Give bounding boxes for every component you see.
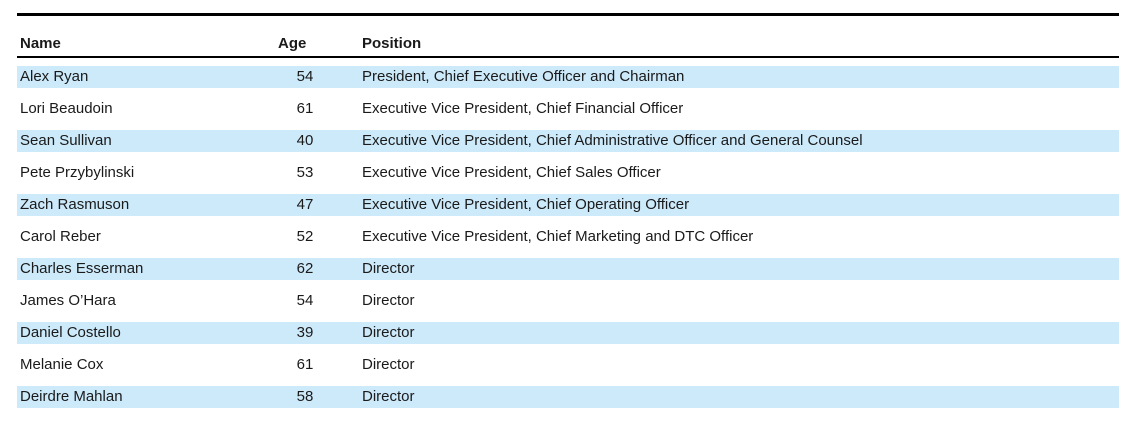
age-cell: 61 xyxy=(296,100,314,117)
table-row: Pete Przybylinski 53 Executive Vice Presid… xyxy=(17,162,1119,184)
name-cell: Alex Ryan xyxy=(20,68,89,85)
position-cell: Director xyxy=(362,356,415,373)
position-cell: President, Chief Executive Officer and C… xyxy=(362,68,685,85)
name-cell: Charles Esserman xyxy=(20,260,144,277)
name-cell: Daniel Costello xyxy=(20,324,121,341)
table-row: Alex Ryan 54 President, Chief Executive Of… xyxy=(17,66,1119,88)
position-cell: Director xyxy=(362,292,415,309)
name-cell: Lori Beaudoin xyxy=(20,100,113,117)
table-row: Zach Rasmuson 47 Executive Vice President,… xyxy=(17,194,1119,216)
table-row: Deirdre Mahlan 58 Director xyxy=(17,386,1119,408)
age-cell: 40 xyxy=(296,132,314,149)
table-header-row: Name Age Position xyxy=(17,16,1119,58)
name-cell: Sean Sullivan xyxy=(20,132,112,149)
age-cell: 54 xyxy=(296,68,314,85)
position-cell: Executive Vice President, Chief Financia… xyxy=(362,100,684,117)
column-header-position: Position xyxy=(362,35,422,52)
position-cell: Director xyxy=(362,260,415,277)
age-cell: 53 xyxy=(296,164,314,181)
age-cell: 62 xyxy=(296,260,314,277)
table-row: Daniel Costello 39 Director xyxy=(17,322,1119,344)
table-row: James O’Hara 54 Director xyxy=(17,290,1119,312)
age-cell: 58 xyxy=(296,388,314,405)
name-cell: James O’Hara xyxy=(20,292,116,309)
column-header-name: Name xyxy=(20,35,61,52)
position-cell: Director xyxy=(362,388,415,405)
age-cell: 61 xyxy=(296,356,314,373)
position-cell: Executive Vice President, Chief Administ… xyxy=(362,132,863,149)
table-row: Melanie Cox 61 Director xyxy=(17,354,1119,376)
name-cell: Carol Reber xyxy=(20,228,101,245)
table-row: Carol Reber 52 Executive Vice President, C… xyxy=(17,226,1119,248)
age-cell: 39 xyxy=(296,324,314,341)
name-cell: Pete Przybylinski xyxy=(20,164,135,181)
position-cell: Executive Vice President, Chief Marketin… xyxy=(362,228,754,245)
table-row: Lori Beaudoin 61 Executive Vice President,… xyxy=(17,98,1119,120)
executives-table: Name Age Position Alex Ryan 54 President, … xyxy=(17,13,1119,413)
position-cell: Director xyxy=(362,324,415,341)
age-cell: 52 xyxy=(296,228,314,245)
age-cell: 54 xyxy=(296,292,314,309)
table-body: Alex Ryan 54 President, Chief Executive Of… xyxy=(17,58,1119,413)
position-cell: Executive Vice President, Chief Operatin… xyxy=(362,196,690,213)
table-row: Charles Esserman 62 Director xyxy=(17,258,1119,280)
age-cell: 47 xyxy=(296,196,314,213)
name-cell: Melanie Cox xyxy=(20,356,104,373)
position-cell: Executive Vice President, Chief Sales Of… xyxy=(362,164,661,181)
table-row: Sean Sullivan 40 Executive Vice President,… xyxy=(17,130,1119,152)
name-cell: Deirdre Mahlan xyxy=(20,388,123,405)
table-top-rule xyxy=(17,13,1119,16)
column-header-age: Age xyxy=(278,35,307,52)
name-cell: Zach Rasmuson xyxy=(20,196,130,213)
